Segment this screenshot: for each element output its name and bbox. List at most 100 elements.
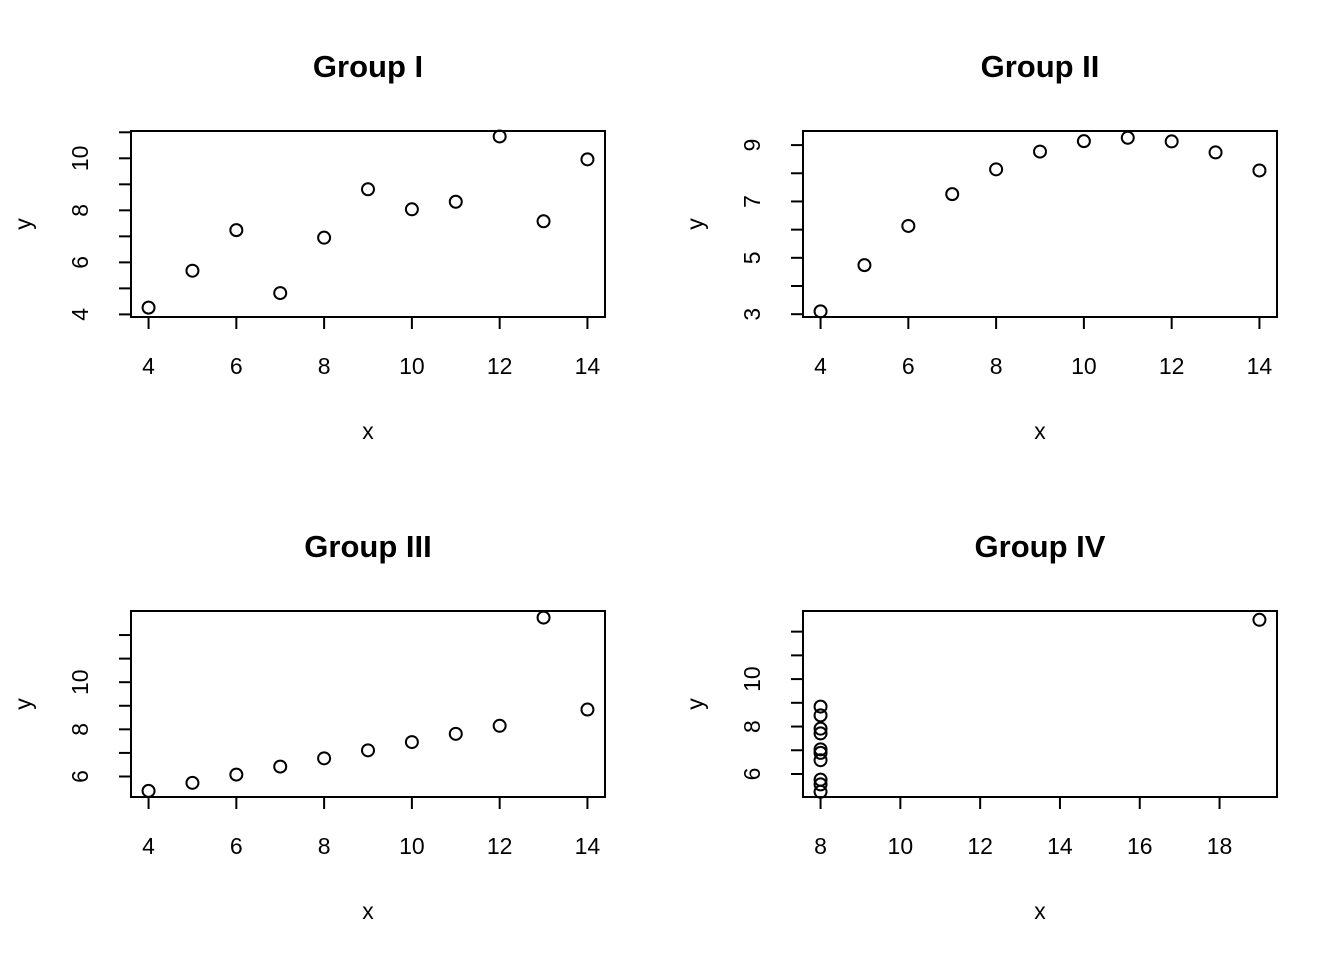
y-axis-label: y <box>682 698 708 710</box>
x-tick-label: 4 <box>142 353 155 379</box>
y-tick-label: 3 <box>739 308 765 321</box>
data-point <box>1164 134 1179 149</box>
data-point <box>813 699 828 714</box>
x-tick-label: 16 <box>1127 833 1153 859</box>
panel-group-iv: Group IV x y 8 10 12 14 16 18 6 8 10 <box>682 529 1278 924</box>
y-tick-label: 5 <box>739 251 765 264</box>
y-axis-label: y <box>10 218 36 230</box>
data-point <box>1076 134 1091 149</box>
data-point <box>536 610 551 625</box>
x-tick-label: 18 <box>1207 833 1233 859</box>
panel-group-iii: Group III x y 4 6 8 10 12 14 6 8 10 <box>10 529 606 924</box>
x-axis-label: x <box>1034 898 1046 924</box>
data-point <box>141 300 156 315</box>
data-point <box>536 214 551 229</box>
data-point <box>580 702 595 717</box>
chart-title: Group II <box>981 49 1100 84</box>
y-tick-label: 6 <box>67 770 93 783</box>
x-axis-label: x <box>362 418 374 444</box>
y-tick-label: 8 <box>67 723 93 736</box>
data-point <box>229 223 244 238</box>
x-tick-label: 4 <box>142 833 155 859</box>
chart-title: Group IV <box>975 529 1106 564</box>
y-axis-label: y <box>682 218 708 230</box>
data-point <box>813 721 828 736</box>
y-tick-label: 10 <box>739 666 765 692</box>
y-tick-label: 9 <box>739 139 765 152</box>
data-point <box>492 129 507 144</box>
x-tick-label: 4 <box>814 353 827 379</box>
x-tick-label: 8 <box>814 833 827 859</box>
panel-group-i: Group I x y 4 6 8 10 12 14 4 6 8 10 <box>10 49 606 444</box>
data-point <box>404 735 419 750</box>
y-tick-label: 10 <box>67 146 93 172</box>
data-point <box>492 718 507 733</box>
x-tick-label: 14 <box>575 833 601 859</box>
panel-group-ii: Group II x y 4 6 8 10 12 14 3 5 7 9 <box>682 49 1278 444</box>
data-point <box>901 218 916 233</box>
x-tick-label: 14 <box>575 353 601 379</box>
y-axis-label: y <box>10 698 36 710</box>
data-point <box>813 304 828 319</box>
data-point <box>141 783 156 798</box>
data-point <box>273 286 288 301</box>
x-tick-label: 6 <box>902 353 915 379</box>
data-point <box>989 162 1004 177</box>
data-point <box>185 775 200 790</box>
plot-frame <box>802 610 1278 798</box>
y-tick-label: 4 <box>67 308 93 321</box>
x-tick-label: 10 <box>399 353 425 379</box>
data-point <box>813 708 828 723</box>
x-tick-label: 8 <box>318 353 331 379</box>
chart-title: Group III <box>304 529 431 564</box>
x-tick-label: 6 <box>230 353 243 379</box>
data-point <box>1252 163 1267 178</box>
plot-frame <box>130 130 606 318</box>
x-tick-label: 10 <box>1071 353 1097 379</box>
x-tick-label: 12 <box>967 833 993 859</box>
x-axis-label: x <box>1034 418 1046 444</box>
data-point <box>1120 130 1135 145</box>
data-point <box>317 751 332 766</box>
x-tick-label: 8 <box>990 353 1003 379</box>
data-point <box>361 182 375 197</box>
data-point <box>317 230 332 245</box>
x-tick-label: 12 <box>487 353 513 379</box>
x-tick-label: 8 <box>318 833 331 859</box>
y-tick-label: 10 <box>67 669 93 695</box>
data-point <box>273 759 288 774</box>
y-tick-label: 6 <box>739 768 765 781</box>
x-tick-label: 10 <box>399 833 425 859</box>
x-tick-label: 10 <box>888 833 914 859</box>
data-point <box>857 258 872 273</box>
data-point <box>448 726 463 741</box>
data-point <box>229 767 244 782</box>
plot-frame <box>130 610 606 798</box>
x-tick-label: 12 <box>1159 353 1185 379</box>
y-tick-label: 6 <box>67 256 93 269</box>
data-point <box>1252 612 1267 627</box>
data-point <box>813 784 828 799</box>
x-axis-label: x <box>362 898 374 924</box>
data-point <box>1033 144 1047 159</box>
data-point <box>813 777 828 792</box>
data-point <box>404 202 419 217</box>
y-tick-label: 7 <box>739 195 765 208</box>
data-point <box>945 187 960 202</box>
chart-title: Group I <box>313 49 423 84</box>
x-tick-label: 12 <box>487 833 513 859</box>
x-tick-label: 6 <box>230 833 243 859</box>
y-tick-label: 8 <box>67 204 93 217</box>
plot-frame <box>802 130 1278 318</box>
y-tick-label: 8 <box>739 720 765 733</box>
data-point <box>813 753 828 768</box>
data-point <box>448 194 463 209</box>
data-point <box>813 726 828 741</box>
data-point <box>1208 145 1223 160</box>
data-point <box>813 745 828 760</box>
x-tick-label: 14 <box>1047 833 1073 859</box>
x-tick-label: 14 <box>1247 353 1273 379</box>
data-point <box>580 152 595 167</box>
data-point <box>185 263 200 278</box>
